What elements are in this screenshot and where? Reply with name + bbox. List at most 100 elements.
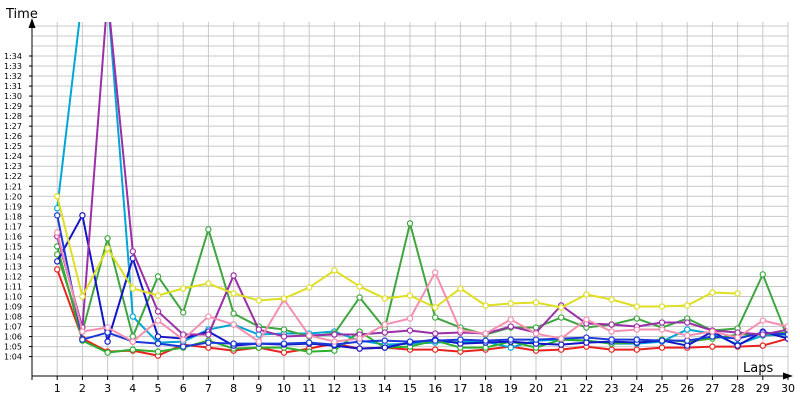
data-point [457,336,464,343]
data-point [230,290,237,297]
data-point [205,331,212,338]
data-point [507,323,514,330]
x-tick-label: 10 [277,382,291,395]
data-point [230,340,237,347]
data-point [482,330,489,337]
data-point [734,290,741,297]
data-point [154,333,162,340]
data-point [432,304,439,311]
x-tick-label: 12 [327,382,341,395]
x-tick-label: 3 [104,382,111,395]
data-point [684,332,691,339]
y-tick-label: 1:22 [4,172,22,181]
x-tick-label: 5 [155,382,162,395]
x-tick-label: 7 [205,382,212,395]
data-point [356,345,363,352]
y-tick-label: 1:14 [4,252,22,261]
data-point [759,342,767,349]
x-tick-label: 20 [529,382,543,395]
data-point [658,319,666,326]
data-point [406,338,414,345]
data-point [331,338,338,345]
y-tick-labels: 1:041:051:061:071:081:09 1:101:111:121:13… [4,52,32,362]
x-tick-label: 29 [756,382,770,395]
y-axis-title: Time [5,7,38,22]
data-point [129,313,136,320]
series-line [56,22,788,338]
x-tick-label: 11 [302,382,316,395]
data-point [255,326,262,333]
data-point [280,340,288,347]
data-point [179,336,187,343]
data-point [532,336,540,343]
data-point [205,280,212,287]
data-point [104,245,111,252]
y-tick-label: 1:08 [4,313,22,322]
y-tick-label: 1:10 [4,292,22,301]
data-point [381,295,388,302]
data-point [784,331,788,338]
x-tick-label: 25 [655,382,669,395]
data-point [406,292,414,299]
series-line [56,215,788,348]
x-tick-label: 24 [630,382,644,395]
y-tick-label: 1:31 [4,82,22,91]
series-8 [54,229,788,345]
series-lines [54,22,788,359]
x-tick-label: 18 [479,382,493,395]
x-tick-label: 8 [230,382,237,395]
data-point [759,331,767,338]
data-point [658,344,666,351]
x-tick-label: 14 [378,382,392,395]
data-point [709,289,716,296]
data-point [658,326,666,333]
data-point [104,349,111,356]
data-point [633,336,641,343]
data-point [255,338,262,345]
data-point [205,226,212,233]
data-point [54,229,61,236]
data-point [205,339,212,346]
data-point [306,284,313,291]
series-6 [54,212,788,350]
y-tick-label: 1:23 [4,162,22,171]
data-point [507,316,514,323]
data-point [684,326,691,333]
data-point [230,321,237,328]
data-point [54,212,61,219]
data-point [406,315,414,322]
x-axis-title: Laps [743,361,773,376]
data-point [532,330,540,337]
data-point [734,334,741,341]
y-tick-label: 1:11 [4,282,22,291]
data-point [54,193,61,200]
data-point [381,321,388,328]
data-point [633,326,641,333]
data-point [154,340,162,347]
y-tick-label: 1:13 [4,262,22,271]
data-point [381,329,388,336]
x-tick-label: 15 [403,382,417,395]
data-point [482,337,489,344]
series-5 [54,212,788,352]
y-tick-label: 1:21 [4,182,22,191]
y-tick-label: 1:19 [4,202,22,211]
axes [28,18,793,380]
data-point [154,308,162,315]
data-point [608,321,615,328]
data-point [709,343,716,350]
y-tick-label: 1:06 [4,333,22,342]
data-point [709,328,716,335]
series-line [56,196,738,309]
data-point [608,336,615,343]
x-tick-label: 9 [255,382,262,395]
x-tick-label: 21 [554,382,568,395]
data-point [457,327,464,334]
data-point [154,292,162,299]
x-tick-label: 23 [605,382,619,395]
data-point [432,330,439,337]
series-7 [54,22,788,340]
data-point [759,271,767,278]
data-point [608,346,615,353]
